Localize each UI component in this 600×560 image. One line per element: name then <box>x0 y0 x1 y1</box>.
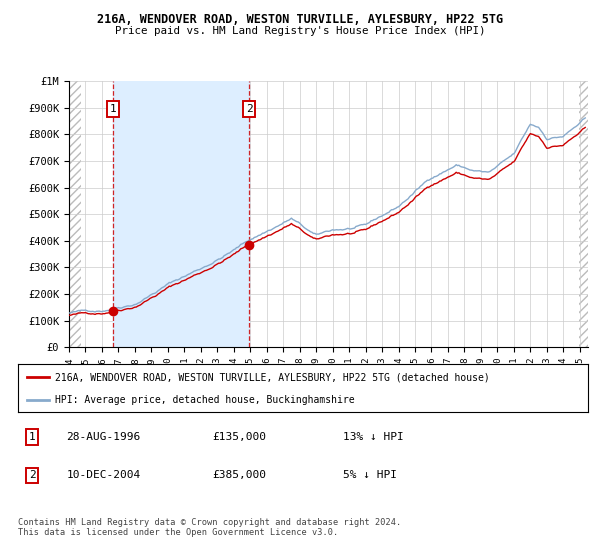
Bar <box>579 81 588 347</box>
Bar <box>113 81 249 347</box>
Text: HPI: Average price, detached house, Buckinghamshire: HPI: Average price, detached house, Buck… <box>55 395 355 405</box>
Text: 216A, WENDOVER ROAD, WESTON TURVILLE, AYLESBURY, HP22 5TG: 216A, WENDOVER ROAD, WESTON TURVILLE, AY… <box>97 13 503 26</box>
Text: 1: 1 <box>29 432 35 442</box>
Text: 5% ↓ HPI: 5% ↓ HPI <box>343 470 397 480</box>
Text: £385,000: £385,000 <box>212 470 266 480</box>
Text: 13% ↓ HPI: 13% ↓ HPI <box>343 432 404 442</box>
Text: 216A, WENDOVER ROAD, WESTON TURVILLE, AYLESBURY, HP22 5TG (detached house): 216A, WENDOVER ROAD, WESTON TURVILLE, AY… <box>55 372 490 382</box>
Bar <box>69 81 80 347</box>
Text: 2: 2 <box>29 470 35 480</box>
Text: 10-DEC-2004: 10-DEC-2004 <box>67 470 140 480</box>
Text: £135,000: £135,000 <box>212 432 266 442</box>
Text: 2: 2 <box>246 104 253 114</box>
Text: Price paid vs. HM Land Registry's House Price Index (HPI): Price paid vs. HM Land Registry's House … <box>115 26 485 36</box>
Text: 1: 1 <box>109 104 116 114</box>
Text: 28-AUG-1996: 28-AUG-1996 <box>67 432 140 442</box>
Text: Contains HM Land Registry data © Crown copyright and database right 2024.
This d: Contains HM Land Registry data © Crown c… <box>18 518 401 538</box>
